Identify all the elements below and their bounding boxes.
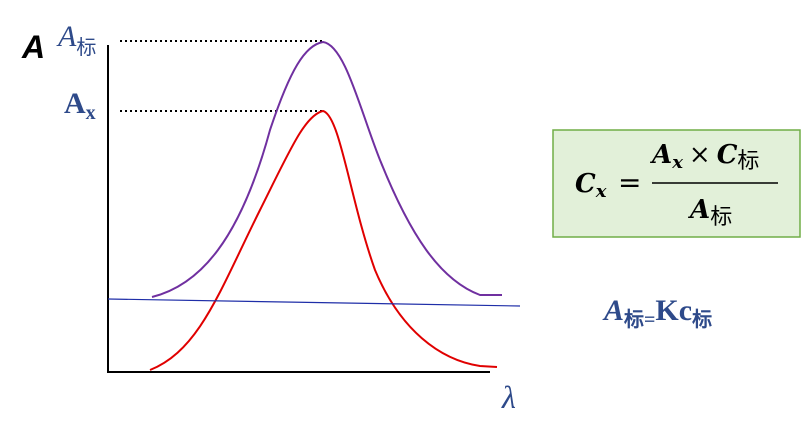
standard-curve: [151, 40, 502, 298]
formula-denominator: A标: [687, 195, 732, 230]
subscript: 标: [710, 205, 732, 230]
sample-label: Ax: [64, 87, 96, 124]
equals: =: [644, 309, 655, 331]
symbol: A: [649, 140, 672, 170]
symbol: C: [717, 140, 738, 170]
baseline: [107, 298, 521, 307]
subscript: 标: [737, 149, 759, 174]
relation: A标=Kc标: [602, 294, 712, 331]
subscript: 标: [624, 308, 644, 331]
operator: ×: [689, 140, 711, 170]
formula-left: Cx: [575, 169, 607, 202]
formula-numerator: Ax × C标: [649, 140, 759, 174]
subscript: x: [595, 181, 607, 202]
symbol: A: [687, 195, 710, 225]
symbol: A: [602, 294, 624, 327]
symbol: C: [575, 169, 596, 199]
subscript: x: [86, 102, 96, 124]
standard-label: A标: [56, 20, 96, 59]
y-axis-label: A: [21, 29, 45, 65]
symbol: Kc: [655, 294, 692, 327]
x-axis-label: λ: [501, 379, 516, 415]
sample-curve: [149, 109, 498, 371]
symbol: A: [64, 87, 86, 120]
subscript: 标: [76, 36, 96, 59]
formula-equals: =: [618, 166, 641, 199]
subscript: 标: [692, 308, 712, 331]
subscript: x: [671, 152, 683, 173]
symbol: A: [56, 20, 77, 53]
